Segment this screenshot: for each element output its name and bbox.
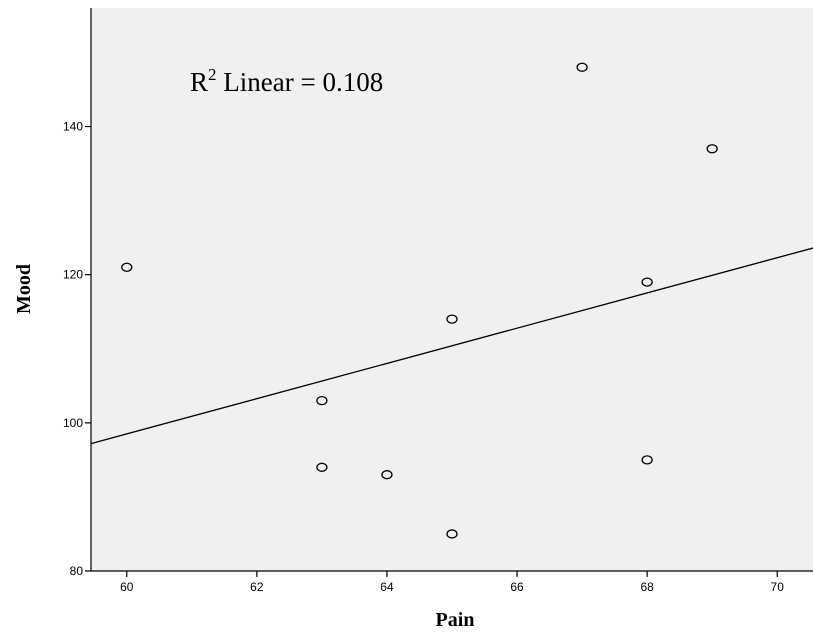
data-point <box>576 62 588 72</box>
x-tick-label: 62 <box>250 580 264 594</box>
plot-area <box>91 8 813 571</box>
data-point <box>381 470 393 480</box>
data-point <box>446 314 458 324</box>
data-point <box>641 277 653 287</box>
data-points <box>121 62 718 539</box>
data-point <box>316 395 328 406</box>
x-axis: 60 62 64 66 68 70 <box>91 570 813 594</box>
x-tick-label: 70 <box>771 580 785 594</box>
x-tick-label: 66 <box>510 580 524 594</box>
y-tick-label: 120 <box>63 268 83 282</box>
data-point <box>706 144 718 154</box>
x-tick-label: 60 <box>120 580 134 594</box>
x-axis-title: Pain <box>436 609 475 631</box>
r-squared-annotation: R2 Linear = 0.108 <box>190 65 383 97</box>
data-point <box>641 455 653 465</box>
y-tick-label: 80 <box>70 564 84 578</box>
data-point <box>446 529 458 539</box>
annotation-prefix: R <box>190 67 208 97</box>
data-point <box>121 262 133 272</box>
annotation-superscript: 2 <box>208 65 217 84</box>
annotation-text: Linear = 0.108 <box>217 67 384 97</box>
x-tick-label: 64 <box>380 580 394 594</box>
y-axis: 80 100 120 140 <box>63 8 92 578</box>
y-tick-label: 140 <box>63 120 83 134</box>
x-tick-label: 68 <box>640 580 654 594</box>
y-tick-label: 100 <box>63 416 83 430</box>
data-point <box>316 462 328 472</box>
fit-line <box>90 247 813 445</box>
y-axis-title: Mood <box>13 264 35 314</box>
